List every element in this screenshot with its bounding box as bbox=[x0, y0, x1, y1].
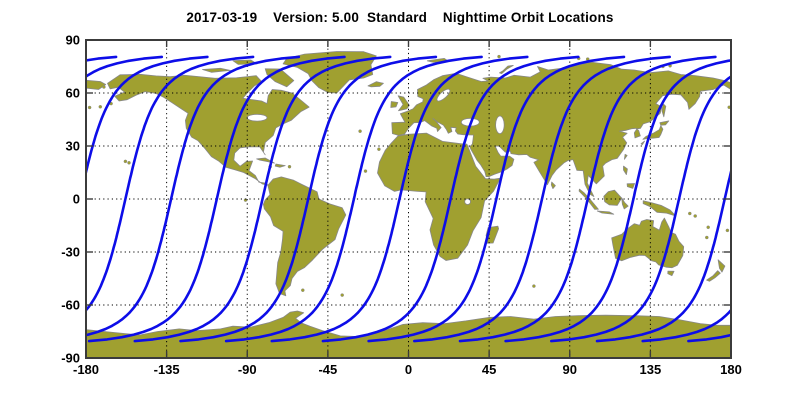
land-polygon bbox=[717, 259, 726, 273]
plot-title: 2017-03-19 Version: 5.00 Standard Nightt… bbox=[186, 10, 614, 25]
land-polygon bbox=[202, 67, 231, 73]
island-dot bbox=[377, 147, 381, 151]
y-tick-label: 30 bbox=[66, 139, 80, 154]
orbit-track bbox=[504, 59, 731, 343]
land-polygon bbox=[367, 81, 384, 88]
land-polygon bbox=[274, 163, 286, 168]
y-tick-label: 90 bbox=[66, 33, 80, 48]
land-polygon bbox=[86, 79, 107, 90]
orbit-track bbox=[86, 55, 209, 178]
orbit-track bbox=[367, 55, 626, 343]
island-dot bbox=[98, 105, 103, 109]
lake bbox=[495, 115, 505, 135]
orbit-track bbox=[86, 55, 118, 62]
island-dot bbox=[688, 211, 692, 216]
orbit-track bbox=[734, 57, 800, 341]
x-tick-label: 0 bbox=[405, 362, 412, 377]
island-dot bbox=[127, 161, 131, 165]
orbit-track bbox=[641, 308, 731, 343]
orbit-track bbox=[413, 55, 671, 343]
land-polygon bbox=[391, 61, 731, 197]
land-polygon bbox=[659, 120, 670, 126]
x-tick-label: 90 bbox=[563, 362, 577, 377]
y-tick-label: 60 bbox=[66, 86, 80, 101]
island-dot bbox=[340, 293, 344, 297]
y-tick-label: -60 bbox=[61, 298, 80, 313]
land-polygon bbox=[263, 176, 347, 297]
orbit-track bbox=[133, 55, 392, 343]
island-dot bbox=[532, 284, 536, 288]
orbit-track bbox=[687, 333, 731, 343]
orbit-track bbox=[270, 55, 529, 343]
island-dot bbox=[123, 159, 128, 164]
orbit-track bbox=[0, 57, 70, 341]
orbit-track bbox=[87, 55, 346, 343]
orbit-track bbox=[224, 55, 483, 343]
x-tick-label: -45 bbox=[318, 362, 337, 377]
island-dot bbox=[693, 214, 697, 218]
y-tick-label: 0 bbox=[73, 192, 80, 207]
land-polygon bbox=[626, 183, 635, 189]
orbit-track bbox=[0, 57, 25, 341]
orbit-track bbox=[780, 57, 800, 341]
land-polygon bbox=[624, 153, 628, 160]
x-tick-label: -135 bbox=[154, 362, 180, 377]
land-polygon bbox=[107, 73, 310, 186]
x-tick-label: -90 bbox=[238, 362, 257, 377]
orbit-track bbox=[86, 55, 255, 313]
x-tick-label: -180 bbox=[73, 362, 99, 377]
land-polygon bbox=[397, 95, 410, 112]
land-polygon bbox=[640, 140, 645, 146]
x-tick-label: 45 bbox=[482, 362, 496, 377]
lake bbox=[436, 88, 451, 102]
land-polygon bbox=[667, 270, 675, 277]
land-polygon bbox=[390, 101, 399, 108]
land-polygon bbox=[661, 103, 667, 118]
orbit-track bbox=[550, 74, 731, 343]
orbit-track bbox=[86, 55, 164, 79]
land-polygon bbox=[596, 210, 615, 215]
land-polygon bbox=[642, 125, 664, 140]
land-polygon bbox=[499, 65, 514, 74]
lake bbox=[246, 113, 268, 122]
island-dot bbox=[102, 85, 106, 89]
land-polygon bbox=[621, 197, 629, 210]
land-polygon bbox=[603, 189, 623, 206]
land-polygon bbox=[706, 270, 721, 282]
x-tick-label: 135 bbox=[640, 362, 662, 377]
island-dot bbox=[87, 105, 92, 110]
plot-area bbox=[0, 40, 800, 358]
orbit-track bbox=[179, 55, 438, 343]
orbit-track bbox=[86, 55, 301, 337]
island-dot bbox=[497, 54, 501, 59]
lake bbox=[464, 198, 471, 205]
orbit-track bbox=[321, 55, 580, 343]
island-dot bbox=[358, 129, 362, 133]
island-dot bbox=[705, 235, 709, 240]
land-polygon bbox=[550, 181, 556, 189]
y-tick-label: -90 bbox=[61, 351, 80, 366]
y-tick-label: -30 bbox=[61, 245, 80, 260]
x-tick-label: 180 bbox=[720, 362, 742, 377]
orbit-track bbox=[458, 55, 717, 343]
island-dot bbox=[301, 288, 305, 292]
axis-ticks bbox=[85, 39, 732, 359]
island-dot bbox=[725, 228, 730, 233]
land-polygon bbox=[642, 200, 677, 217]
island-dot bbox=[706, 225, 710, 230]
island-dot bbox=[363, 169, 368, 173]
land-polygon bbox=[623, 165, 628, 175]
island-dot bbox=[287, 164, 292, 169]
plot-frame bbox=[85, 39, 732, 359]
